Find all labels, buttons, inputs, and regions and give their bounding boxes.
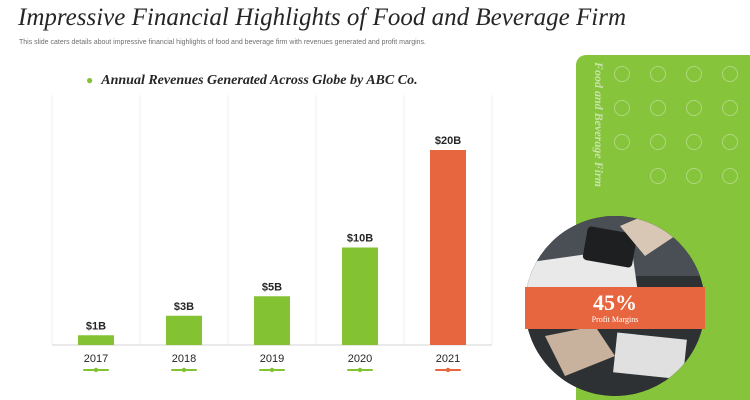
profit-margin-label: Profit Margins — [591, 315, 639, 324]
tick-dot-2017 — [93, 367, 99, 373]
bar-2017 — [78, 335, 114, 345]
value-label-2020: $10B — [347, 233, 373, 245]
page-title: Impressive Financial Highlights of Food … — [18, 4, 626, 31]
tick-dot-2020 — [357, 367, 363, 373]
revenue-bar-chart: $1B 2017 $3B 2018 $5B 2019 $10B 2020 $20B 2021 — [51, 95, 493, 373]
x-tick-label-2018: 2018 — [172, 353, 196, 365]
bar-2021 — [430, 150, 466, 345]
x-tick-label-2020: 2020 — [348, 353, 372, 365]
bar-2018 — [166, 315, 202, 345]
x-tick-label-2021: 2021 — [436, 353, 460, 365]
page-subtitle: This slide caters details about impressi… — [19, 39, 426, 46]
side-panel-title: Food and Beverage Firm — [592, 62, 606, 187]
bar-2019 — [254, 296, 290, 345]
value-label-2019: $5B — [262, 281, 282, 293]
tick-dot-2018 — [181, 367, 187, 373]
profit-margin-band: 45% Profit Margins — [525, 287, 705, 329]
chart-heading: ● Annual Revenues Generated Across Globe … — [86, 73, 418, 89]
value-label-2017: $1B — [86, 320, 106, 332]
x-tick-label-2019: 2019 — [260, 353, 284, 365]
chart-title: Annual Revenues Generated Across Globe b… — [101, 73, 418, 88]
value-label-2018: $3B — [174, 301, 194, 313]
bar-2020 — [342, 247, 378, 345]
profit-margin-value: 45% — [593, 290, 637, 315]
tick-dot-2021 — [445, 367, 451, 373]
value-label-2021: $20B — [435, 135, 461, 147]
decorative-icons — [610, 62, 750, 212]
x-tick-label-2017: 2017 — [84, 353, 108, 365]
tick-dot-2019 — [269, 367, 275, 373]
bullet-icon: ● — [86, 73, 94, 87]
